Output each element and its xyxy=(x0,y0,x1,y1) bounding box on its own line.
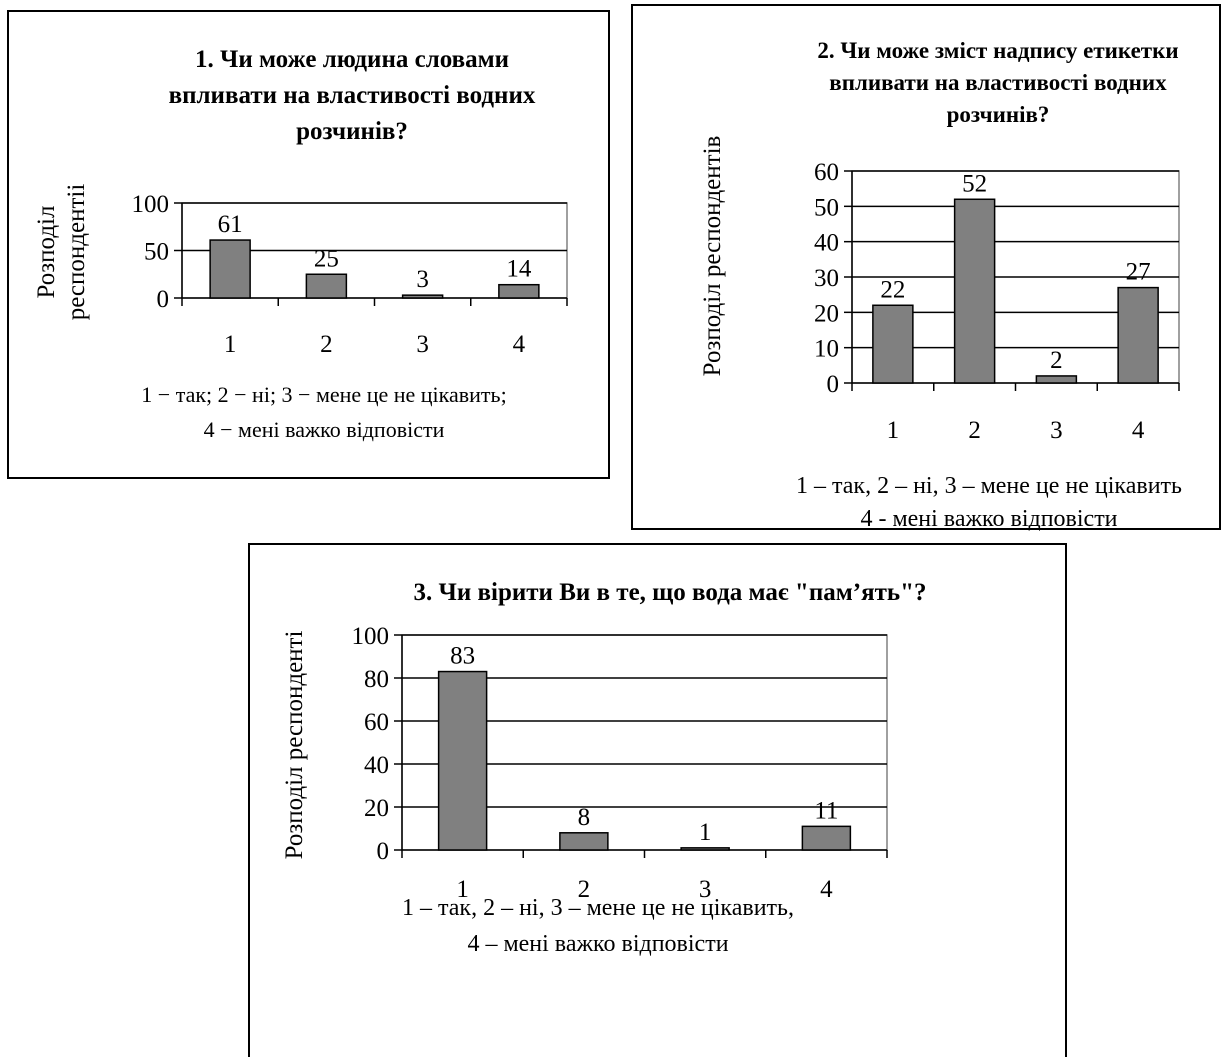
bar-2 xyxy=(305,273,348,299)
bar-4 xyxy=(801,825,852,851)
chart-caption: 4 − мені важко відповісти xyxy=(204,417,445,442)
y-axis-label: Розподіл респонденті xyxy=(281,631,308,860)
chart-title: впливати на властивості водних xyxy=(829,70,1167,95)
data-label: 61 xyxy=(218,211,243,238)
chart-title: розчинів? xyxy=(947,102,1050,127)
chart-caption: 1 − так; 2 − ні; 3 − мене це не цікавить… xyxy=(141,382,506,407)
y-tick-label: 80 xyxy=(364,666,389,693)
x-tick-label: 3 xyxy=(699,876,712,903)
x-tick-label: 3 xyxy=(416,331,429,358)
y-tick-label: 60 xyxy=(364,709,389,736)
y-tick-label: 30 xyxy=(814,265,839,292)
y-axis-label: Розподіл респондентів xyxy=(699,136,726,377)
x-tick-label: 3 xyxy=(1050,417,1063,444)
chart-caption: 4 - мені важко відповісти xyxy=(860,506,1117,532)
y-tick-label: 100 xyxy=(352,623,390,650)
bar-2 xyxy=(953,198,996,384)
data-label: 27 xyxy=(1126,259,1151,286)
x-tick-label: 2 xyxy=(968,417,981,444)
chart-panel-3: 0 20 40 60 80 100 83 1 8 2 1 3 11 4 3. Чи вірити Ви в … xyxy=(248,543,1067,1057)
data-label: 3 xyxy=(416,266,429,293)
chart-title: 3. Чи вірити Ви в те, що вода має "пам’я… xyxy=(414,579,927,606)
y-tick-label: 0 xyxy=(377,838,390,865)
y-tick-label: 20 xyxy=(364,795,389,822)
y-axis-label: Розподіл xyxy=(33,206,60,299)
x-tick-label: 1 xyxy=(887,417,900,444)
data-label: 52 xyxy=(962,170,987,197)
bar-3 xyxy=(401,294,444,299)
chart-caption: 1 – так, 2 – ні, 3 – мене це не цікавить xyxy=(796,473,1182,499)
y-tick-label: 20 xyxy=(814,300,839,327)
y-tick-label: 40 xyxy=(364,752,389,779)
data-label: 83 xyxy=(450,643,475,670)
x-tick-label: 4 xyxy=(1132,417,1145,444)
bar-2 xyxy=(559,832,609,851)
y-tick-label: 10 xyxy=(814,336,839,363)
y-tick-label: 50 xyxy=(144,239,169,266)
chart-caption: 4 – мені важко відповісти xyxy=(467,931,728,957)
y-tick-label: 0 xyxy=(827,371,840,398)
bar-1 xyxy=(437,670,488,851)
data-label: 25 xyxy=(314,245,339,272)
y-axis-label: респондентіі xyxy=(63,184,90,321)
y-tick-label: 50 xyxy=(814,194,839,221)
data-label: 14 xyxy=(506,256,532,283)
chart-3: 0 20 40 60 80 100 83 1 8 2 1 3 11 4 3. Чи вірити Ви в … xyxy=(281,579,927,957)
data-label: 1 xyxy=(699,819,712,846)
data-label: 2 xyxy=(1050,347,1063,374)
bar-3 xyxy=(680,847,730,851)
x-tick-label: 4 xyxy=(820,876,833,903)
x-tick-label: 2 xyxy=(578,876,591,903)
chart-title: розчинів? xyxy=(296,118,408,145)
y-tick-label: 40 xyxy=(814,230,839,257)
chart-title: 1. Чи може людина словами xyxy=(195,46,509,73)
chart-caption: 1 – так, 2 – ні, 3 – мене це не цікавить… xyxy=(402,895,794,921)
chart-title: 2. Чи може зміст надпису етикетки xyxy=(817,38,1178,63)
chart-panel-2: 0 10 20 30 40 50 60 22 1 52 2 2 3 27 4 2. Чи може зміст… xyxy=(631,4,1221,532)
chart-title: впливати на властивості водних xyxy=(169,82,536,109)
bar-4 xyxy=(1117,286,1159,384)
x-tick-label: 1 xyxy=(456,876,469,903)
y-tick-label: 100 xyxy=(132,191,170,218)
bar-4 xyxy=(498,283,540,299)
bar-1 xyxy=(209,239,251,299)
data-label: 8 xyxy=(578,804,591,831)
x-tick-label: 1 xyxy=(224,331,237,358)
chart-1: 0 50 100 61 1 25 2 3 3 14 4 1. Чи може людина слова… xyxy=(33,46,568,442)
x-tick-label: 4 xyxy=(513,331,526,358)
chart-panel-1: 0 50 100 61 1 25 2 3 3 14 4 1. Чи може людина слова… xyxy=(7,10,610,479)
data-label: 11 xyxy=(814,797,838,824)
x-tick-label: 2 xyxy=(320,331,333,358)
y-tick-label: 0 xyxy=(157,286,170,313)
y-tick-label: 60 xyxy=(814,159,839,186)
data-label: 22 xyxy=(880,276,905,303)
bar-3 xyxy=(1035,375,1078,384)
bar-1 xyxy=(872,304,914,384)
